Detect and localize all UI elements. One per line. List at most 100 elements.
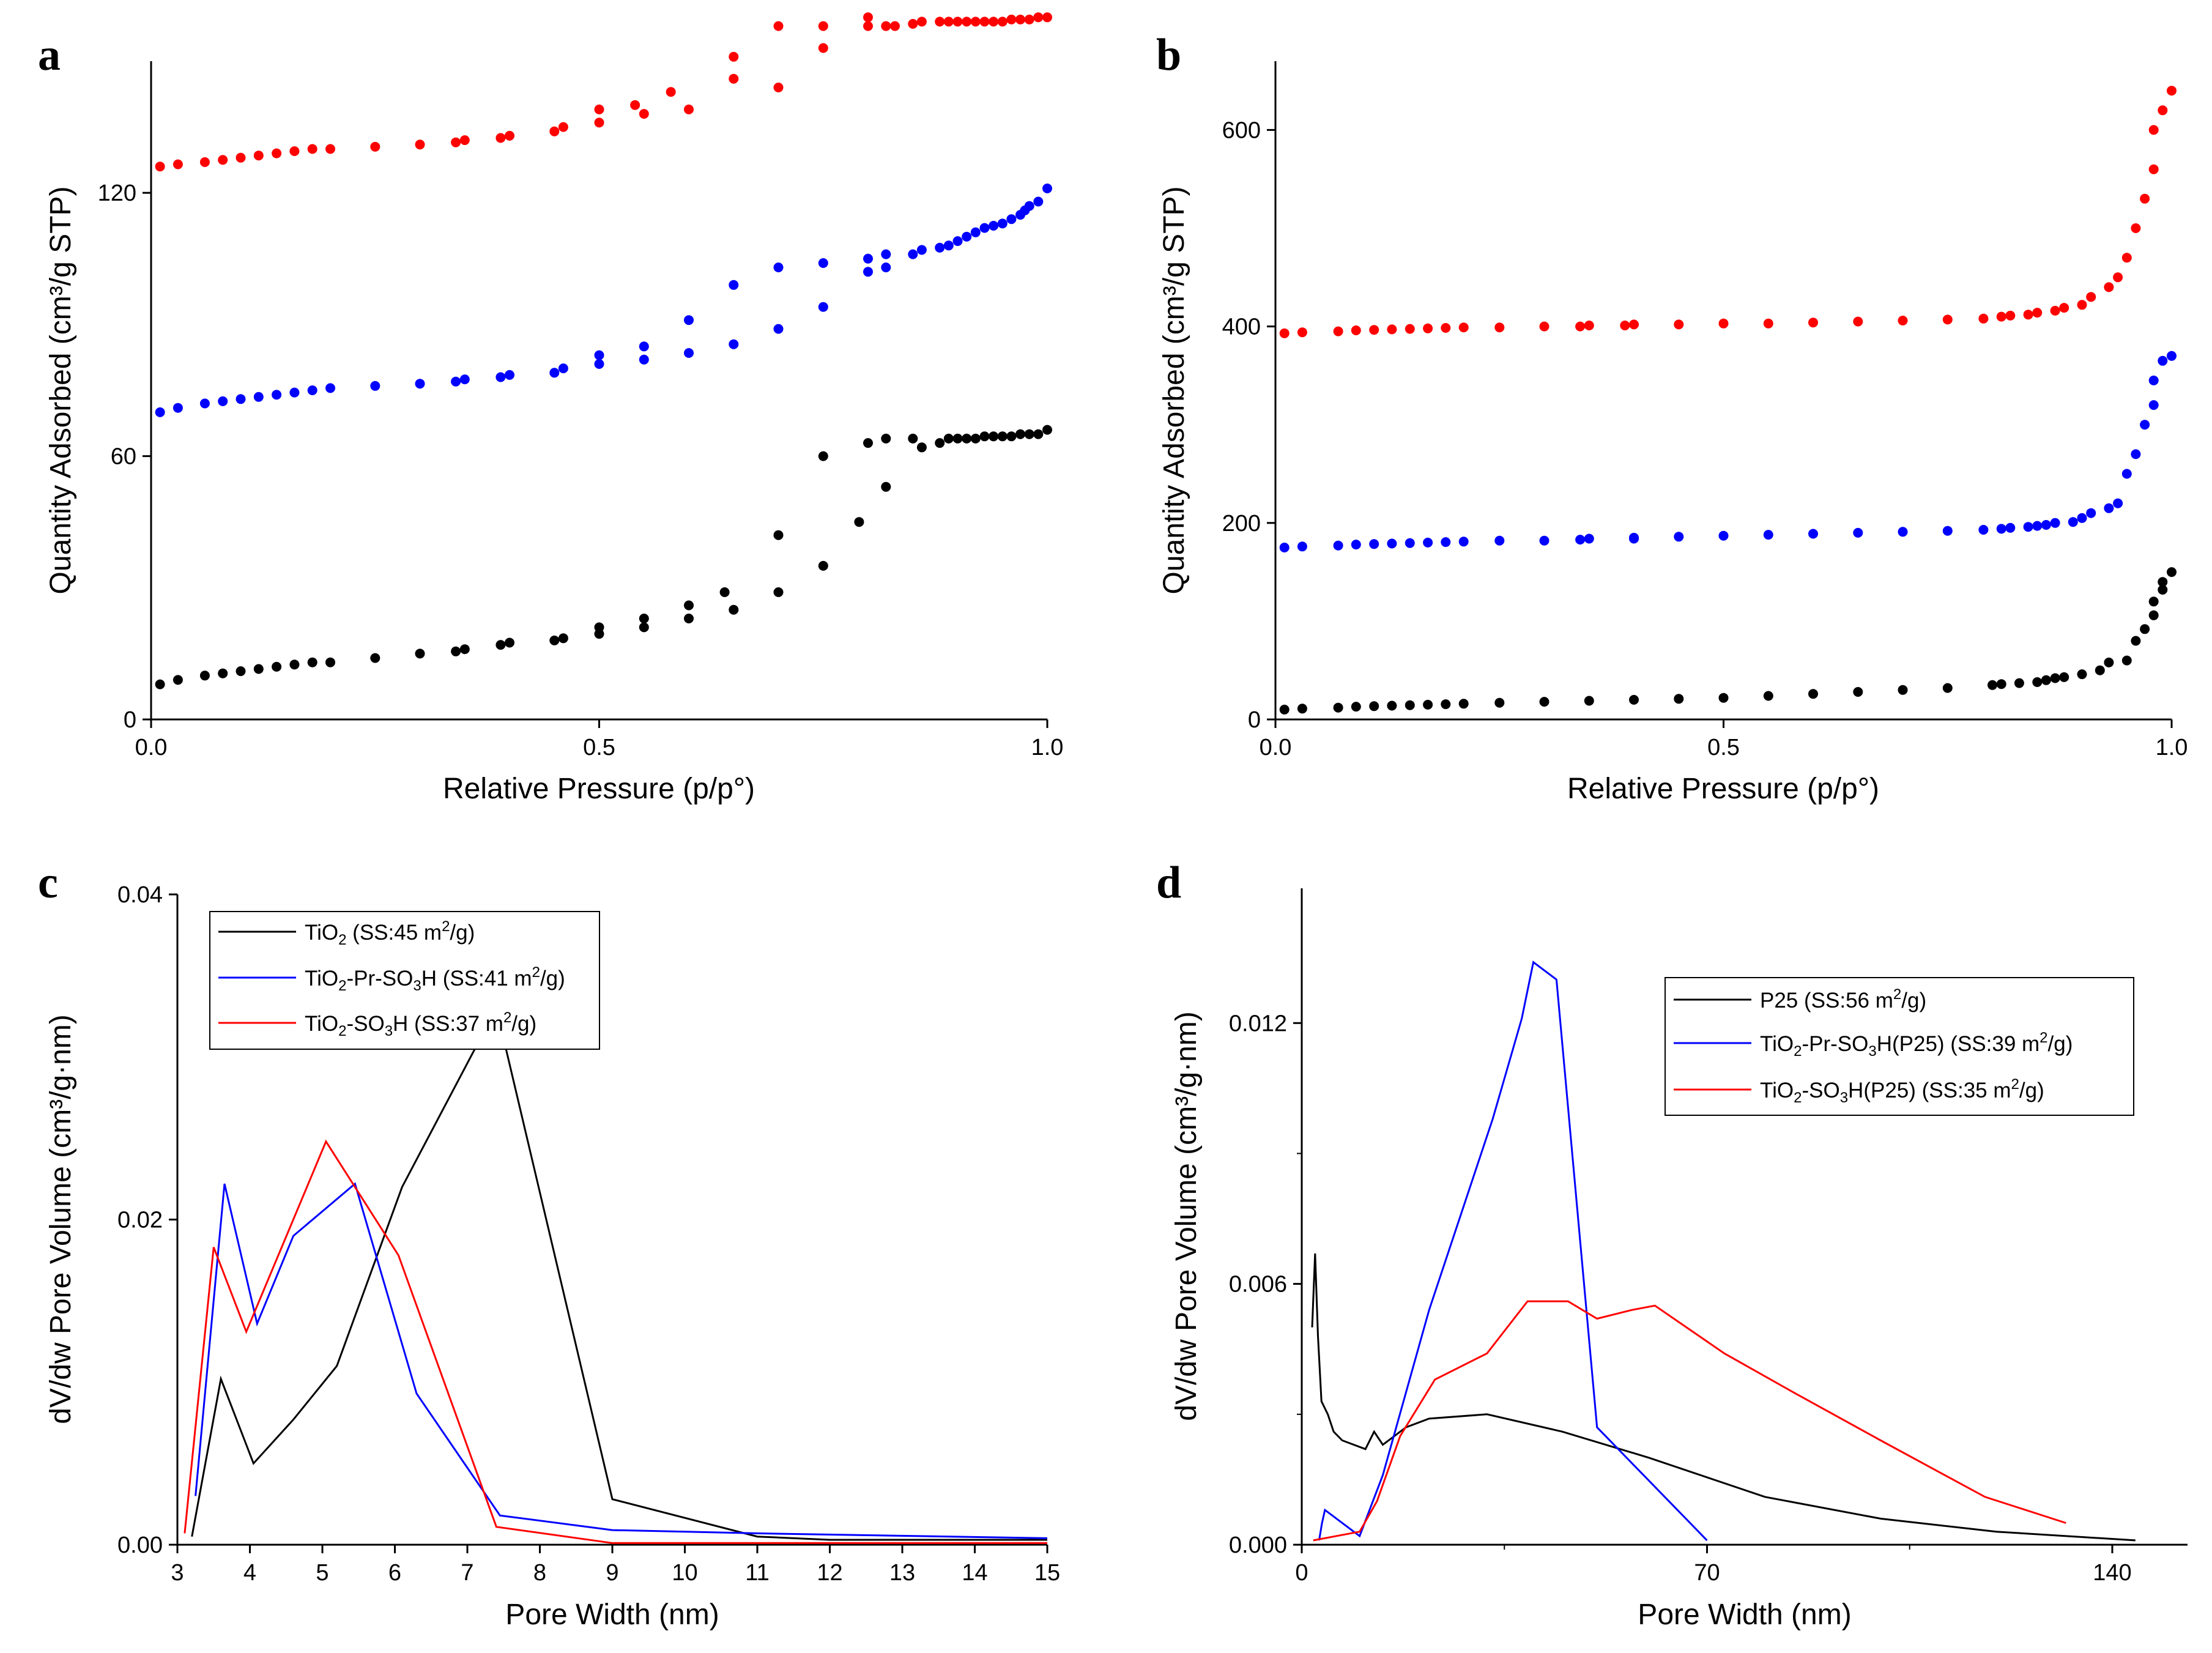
series-black-point [1033,429,1044,439]
series-black-point [155,679,165,689]
series-red-point [2050,305,2060,316]
series-line-1 [1318,960,1708,1541]
series-blue-point [549,368,560,378]
series-blue-point [1539,535,1550,546]
series-blue-point [2148,400,2159,410]
series-blue-point [970,227,981,237]
series-blue-point [962,231,972,242]
series-black-point [773,587,784,597]
series-blue-point [863,267,873,277]
series-blue-point [773,324,784,334]
panel-c-legend-label-tio2: TiO2 (SS:45 m2/g) [305,918,475,948]
series-red-point [1494,322,1505,333]
series-blue-point [495,372,506,382]
x-tick-label: 9 [606,1560,618,1586]
panel-d-plot [1311,960,2136,1542]
series-blue-point [863,253,873,264]
series-black-point [1674,694,1684,704]
series-line-2 [1313,1300,2066,1542]
series-blue-point [1006,214,1017,225]
panel-d-x-title: Pore Width (nm) [1638,1599,1851,1631]
series-red-point [863,21,873,31]
series-blue-point [272,390,282,400]
series-black-point [1369,701,1379,711]
series-blue-point [979,223,990,233]
panel-c-letter: c [38,858,58,908]
series-blue-point [1763,530,1773,540]
series-red-point [1808,318,1818,328]
series-black-point [943,433,954,444]
series-red-point [1575,321,1586,332]
series-red-point [218,155,228,165]
panel-a-plot [155,12,1052,689]
series-blue-point [236,394,246,404]
series-blue-point [1351,540,1361,550]
series-red-point [1629,319,1639,330]
series-red-point [155,162,165,172]
panel-c-legend-label-so3h: TiO2-SO3H (SS:37 m2/g) [305,1009,536,1039]
x-tick-label: 13 [889,1560,915,1586]
series-red-point [1033,12,1044,23]
series-red-point [549,126,560,136]
panel-a-x-title: Relative Pressure (p/p°) [443,773,755,805]
panel-c-x-title: Pore Width (nm) [505,1599,719,1631]
panel-a-ticks: 0.0 0.5 1.0 0 60 120 [98,180,1064,760]
x-tick-label: 7 [461,1560,473,1586]
series-black-point [818,560,828,571]
series-black-point [935,438,945,448]
series-black-point [1441,699,1451,710]
series-red-point [1458,322,1469,333]
series-blue-point [2068,517,2078,527]
series-line-0 [191,1005,1047,1541]
panel-d-ticks: 0 70 140 0.000 0.006 0.012 [1229,1011,2132,1586]
series-black-point [1942,683,1953,693]
series-black-point [1808,689,1818,699]
series-red-point [2121,253,2132,263]
series-red-point [1441,323,1451,333]
panel-b-plot [1279,86,2177,715]
y-tick-label: 60 [111,444,136,470]
series-red-point [2167,86,2177,96]
x-tick-label: 8 [533,1560,546,1586]
series-blue-point [307,385,317,395]
series-black-point [719,587,730,597]
y-tick-label: 0.000 [1229,1532,1287,1558]
series-line-0 [1311,1253,2136,1542]
series-black-point [1996,679,2006,689]
series-red-point [916,17,927,27]
y-tick-label: 0 [124,707,136,733]
series-blue-point [1996,524,2006,534]
panel-c-legend-box [209,911,600,1050]
series-black-point [1042,425,1052,435]
series-red-point [863,12,873,23]
series-blue-point [1387,538,1397,549]
x-tick-label: 0 [1295,1560,1308,1586]
series-blue-point [1898,527,1908,537]
series-red-point [729,73,739,84]
series-red-point [979,17,990,27]
series-black-point [818,451,828,461]
panel-c: c 3 4 5 6 7 8 9 10 11 12 13 14 15 0.00 0.02 0.04 Pore W… [38,858,1060,1631]
series-red-point [2086,292,2096,302]
series-black-point [505,637,514,648]
series-black-point [1006,431,1017,442]
series-black-point [639,614,649,623]
x-tick-label: 10 [672,1560,697,1586]
series-red-point [289,146,300,157]
series-red-point [1279,328,1290,338]
series-blue-point [1718,530,1729,541]
y-tick-label: 200 [1222,511,1261,537]
series-red-point [773,83,784,92]
series-red-point [1853,316,1863,327]
series-blue-point [2050,518,2060,528]
y-tick-label: 0 [1248,707,1261,733]
series-blue-point [818,302,828,312]
series-blue-point [989,221,999,231]
x-tick-label: 1.0 [1031,735,1064,760]
series-blue-point [199,398,210,409]
series-blue-point [2032,521,2043,531]
series-red-point [459,135,470,146]
series-black-point [989,431,999,442]
series-red-point [558,122,568,132]
panel-c-legend: TiO2 (SS:45 m2/g) TiO2-Pr-SO3H (SS:41 m2… [209,911,600,1050]
